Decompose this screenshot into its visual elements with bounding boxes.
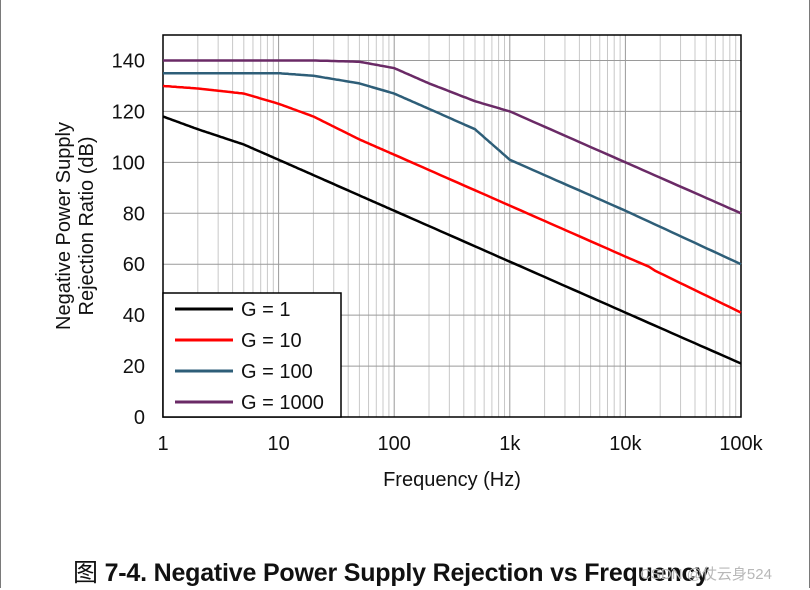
y-tick-label: 0 (134, 407, 145, 429)
x-tick-label: 10k (609, 433, 642, 455)
y-tick-label: 120 (112, 101, 145, 123)
chart: 1 10 100 1k 10k 100k 0 20 40 60 80 100 120 140 Frequ… (53, 34, 764, 491)
series-line-g1000 (163, 59, 742, 215)
y-axis-label-line1: Negative Power Supply (53, 122, 75, 330)
x-tick-label: 100k (719, 433, 763, 455)
y-tick-label: 100 (112, 152, 145, 174)
legend-label-g10: G = 10 (241, 330, 302, 352)
y-tick-label: 20 (123, 356, 145, 378)
series-group (162, 59, 742, 365)
x-tick-label: 1 (157, 433, 168, 455)
series-line-g100 (163, 71, 742, 266)
x-tick-label: 1k (499, 433, 521, 455)
legend-label-g1000: G = 1000 (241, 392, 324, 414)
watermark: CSDN @仗云身524 (640, 566, 772, 583)
y-axis-label-line2: Rejection Ratio (dB) (76, 137, 98, 316)
x-tick-label: 100 (378, 433, 411, 455)
legend: G = 1 G = 10 G = 100 G = 1000 (162, 292, 342, 418)
x-tick-label: 10 (267, 433, 289, 455)
x-axis-label: Frequency (Hz) (383, 469, 521, 491)
legend-label-g1: G = 1 (241, 299, 290, 321)
series-line-g10 (162, 84, 742, 314)
y-tick-label: 40 (123, 305, 145, 327)
legend-label-g100: G = 100 (241, 361, 313, 383)
figure-title: 7-4. Negative Power Supply Rejection vs … (104, 559, 709, 587)
x-tick-labels: 1 10 100 1k 10k 100k (157, 433, 763, 455)
y-tick-label: 60 (123, 254, 145, 276)
plot-area-border (162, 34, 742, 418)
legend-box (162, 292, 342, 418)
y-tick-label: 140 (112, 50, 145, 72)
figure-prefix: 图 (73, 559, 98, 587)
series-line-g1 (162, 115, 742, 365)
y-tick-labels: 0 20 40 60 80 100 120 140 (112, 50, 145, 429)
y-tick-label: 80 (123, 203, 145, 225)
figure-caption: 图 7-4. Negative Power Supply Rejection v… (73, 553, 709, 589)
